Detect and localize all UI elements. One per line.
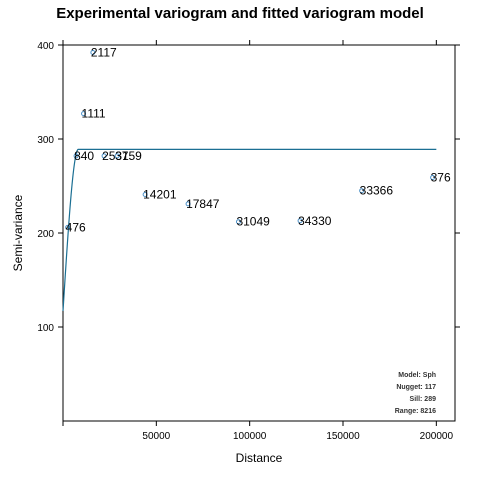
model-info-line: Nugget: 117: [396, 384, 436, 391]
point-label: 2117: [91, 46, 117, 60]
fitted-model-line: [62, 148, 437, 312]
model-info: Model: Sph Nugget: 117 Sill: 289 Range: 821…: [395, 372, 436, 415]
point-label: 17847: [186, 197, 220, 211]
point-label: 33366: [360, 184, 394, 198]
point-label: 34330: [298, 214, 332, 228]
y-tick-label: 100: [37, 323, 54, 334]
variogram-point: [297, 218, 303, 224]
x-tick-label: 200000: [420, 431, 454, 442]
y-tick-label: 300: [37, 135, 54, 146]
model-info-line: Model: Sph: [398, 372, 436, 379]
point-label: 376: [431, 171, 451, 185]
point-label: 14201: [143, 187, 177, 201]
variogram-point: [235, 219, 241, 225]
variogram-point: [90, 50, 96, 56]
variogram-point: [185, 201, 191, 207]
y-tick-label: 200: [37, 229, 54, 240]
variogram-point: [73, 153, 79, 159]
variogram-point: [142, 191, 148, 197]
x-tick-label: 100000: [233, 431, 267, 442]
variogram-point: [101, 153, 107, 159]
point-label: 840: [74, 149, 94, 163]
model-info-line: Sill: 289: [410, 396, 437, 403]
variogram-point: [430, 175, 436, 181]
x-axis-title: Distance: [236, 451, 283, 465]
y-tick-label: 400: [37, 41, 54, 52]
point-label: 31049: [236, 215, 270, 229]
variogram-point: [65, 224, 71, 230]
variogram-point: [81, 111, 87, 117]
variogram-point: [359, 188, 365, 194]
point-label: 476: [66, 220, 86, 234]
model-info-line: Range: 8216: [395, 408, 436, 415]
x-tick-label: 150000: [326, 431, 360, 442]
y-axis-title: Semi-variance: [11, 194, 25, 271]
point-label: 3759: [115, 149, 142, 163]
point-label: 1111: [82, 107, 106, 121]
plot-frame: [62, 44, 456, 422]
chart-title: Experimental variogram and fitted variog…: [56, 5, 424, 22]
x-tick-label: 50000: [142, 431, 170, 442]
variogram-point: [114, 153, 120, 159]
